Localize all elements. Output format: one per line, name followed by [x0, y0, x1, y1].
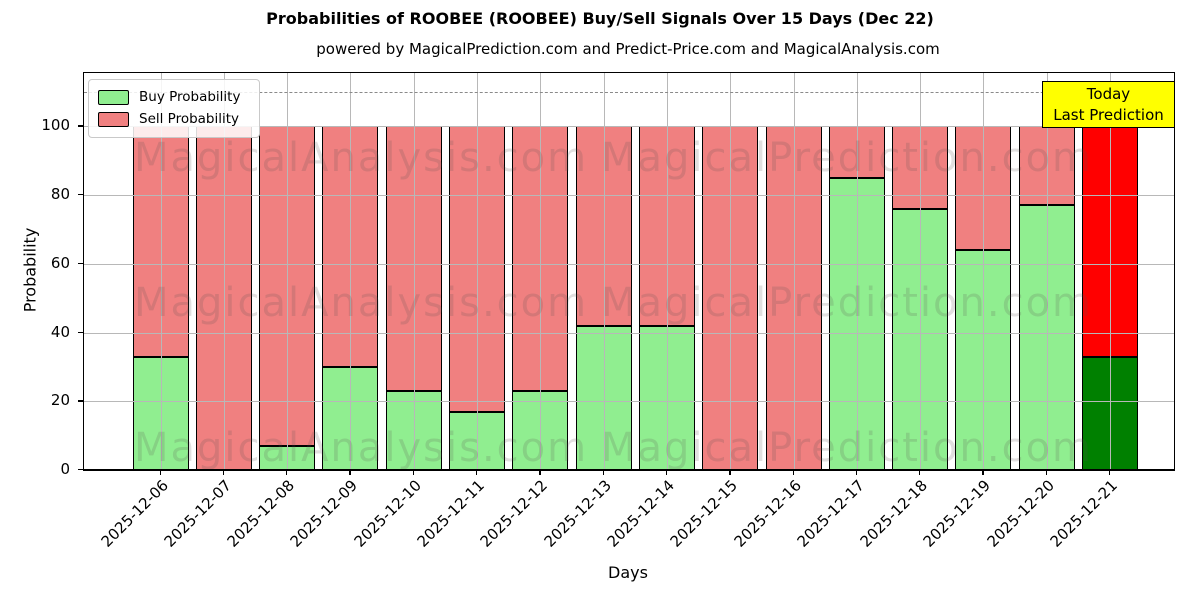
y-tick-40: [78, 331, 83, 333]
y-tick-80: [78, 194, 83, 196]
gridline-x-2025-12-14: [666, 73, 668, 470]
x-tick-2025-12-06: [159, 470, 161, 475]
gridline-x-2025-12-15: [730, 73, 732, 470]
x-tick-2025-12-12: [539, 470, 541, 475]
gridline-y-60: [84, 263, 1174, 265]
y-tick-label-0: 0: [60, 460, 70, 478]
gridline-x-2025-12-18: [920, 73, 922, 470]
x-tick-2025-12-07: [222, 470, 225, 475]
gridline-y-80: [84, 195, 1174, 197]
x-tick-2025-12-10: [412, 470, 415, 475]
legend-buy-label: Buy Probability: [139, 89, 241, 105]
x-axis-line: [84, 469, 1174, 471]
x-tick-2025-12-16: [792, 470, 794, 475]
x-tick-2025-12-18: [919, 470, 921, 475]
y-tick-20: [78, 400, 83, 402]
x-tick-2025-12-17: [855, 470, 858, 475]
chart-title: Probabilities of ROOBEE (ROOBEE) Buy/Sel…: [266, 9, 934, 28]
y-tick-label-100: 100: [41, 116, 70, 135]
gridline-x-2025-12-09: [350, 73, 352, 470]
x-tick-2025-12-08: [286, 470, 288, 475]
legend-item-sell: Sell Probability: [98, 108, 250, 130]
x-tick-2025-12-11: [476, 470, 478, 475]
legend-sell-label: Sell Probability: [139, 111, 240, 127]
gridline-x-2025-12-21: [1110, 73, 1111, 470]
x-tick-2025-12-13: [602, 470, 604, 475]
gridline-x-2025-12-06: [160, 73, 162, 470]
today-annotation-line2: Last Prediction: [1053, 105, 1164, 124]
gridline-x-2025-12-12: [540, 73, 542, 470]
sell-swatch-icon: [98, 111, 129, 127]
x-tick-2025-12-14: [665, 470, 668, 475]
gridline-x-2025-12-07: [223, 73, 225, 470]
buy-swatch-icon: [98, 89, 129, 105]
legend: Buy Probability Sell Probability: [88, 79, 260, 138]
chart-subtitle: powered by MagicalPrediction.com and Pre…: [316, 40, 940, 58]
plot-area: MagicalAnalysis.com MagicalPrediction.co…: [83, 72, 1175, 471]
today-annotation: Today Last Prediction: [1042, 81, 1175, 128]
y-tick-label-80: 80: [50, 185, 70, 204]
y-tick-label-40: 40: [50, 322, 70, 341]
x-tick-2025-12-21: [1109, 470, 1111, 475]
gridline-x-2025-12-19: [983, 73, 985, 470]
x-tick-2025-12-15: [729, 470, 731, 475]
x-tick-2025-12-19: [982, 470, 984, 475]
gridline-x-2025-12-17: [856, 73, 858, 470]
gridline-x-2025-12-16: [793, 73, 795, 470]
y-tick-label-60: 60: [50, 253, 70, 272]
gridline-y-20: [84, 401, 1174, 403]
x-tick-2025-12-20: [1045, 470, 1048, 475]
y-tick-100: [78, 125, 83, 127]
x-tick-2025-12-09: [349, 470, 351, 475]
gridline-x-2025-12-08: [287, 73, 289, 470]
y-tick-60: [78, 262, 83, 265]
y-tick-0: [78, 469, 83, 471]
gridline-x-2025-12-13: [603, 73, 605, 470]
gridline-y-100: [84, 126, 1174, 128]
gridline-x-2025-12-11: [477, 73, 478, 470]
gridline-y-40: [84, 332, 1174, 334]
x-axis-label: Days: [608, 563, 648, 582]
legend-item-buy: Buy Probability: [98, 86, 250, 108]
gridline-x-2025-12-10: [413, 73, 415, 470]
today-annotation-line1: Today: [1086, 84, 1131, 103]
gridline-x-2025-12-20: [1046, 73, 1048, 470]
dashed-upper-line: [84, 91, 1174, 93]
y-tick-label-20: 20: [50, 391, 70, 410]
